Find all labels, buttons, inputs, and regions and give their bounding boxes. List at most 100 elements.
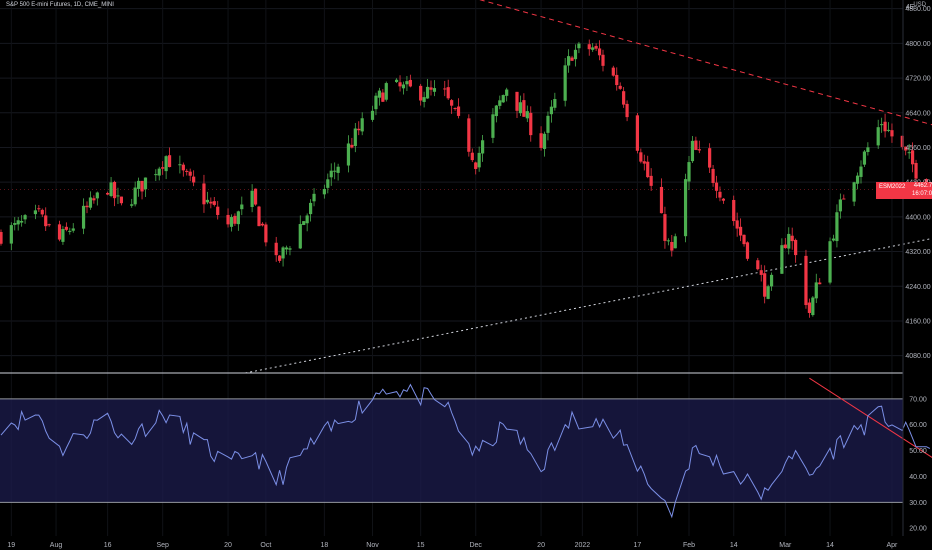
ticker-label: S&P 500 E-mini Futures, 1D, CME_MINI bbox=[6, 2, 114, 8]
candle-bearish bbox=[904, 146, 908, 151]
candle-bullish bbox=[787, 233, 791, 249]
candle-bearish bbox=[756, 260, 760, 270]
candle-bearish bbox=[804, 255, 808, 306]
candle-bullish bbox=[305, 215, 309, 224]
candle-bearish bbox=[697, 149, 701, 151]
candle-bullish bbox=[814, 282, 818, 299]
price-tick-label: 4240.00 bbox=[905, 284, 930, 291]
price-tick-label: 4880.00 bbox=[905, 6, 930, 13]
candle-bearish bbox=[44, 215, 48, 227]
candle-bullish bbox=[859, 166, 863, 177]
candle-bearish bbox=[663, 214, 667, 241]
candle-bearish bbox=[37, 208, 41, 210]
candle-bearish bbox=[611, 67, 615, 76]
candle-bearish bbox=[419, 85, 423, 101]
candle-bullish bbox=[866, 147, 870, 153]
time-tick-label: 19 bbox=[7, 542, 15, 549]
candle-bearish bbox=[649, 175, 653, 186]
candle-bearish bbox=[794, 239, 798, 256]
rsi-line-series bbox=[0, 383, 931, 519]
time-axis[interactable]: 19 Aug 16 Sep 20 Oct 18 Nov 15 Dec 20 2022 17 Feb 14 Ma… bbox=[7, 542, 932, 549]
price-tick-label: 4E bbox=[906, 4, 915, 11]
time-tick-label: Nov bbox=[366, 542, 379, 549]
candle-bearish bbox=[192, 176, 196, 183]
candle-bearish bbox=[790, 235, 794, 242]
candle-bullish bbox=[312, 193, 316, 202]
candle-bullish bbox=[13, 223, 17, 225]
candle-bullish bbox=[880, 124, 884, 126]
candle-bearish bbox=[718, 191, 722, 198]
candle-bearish bbox=[446, 87, 450, 99]
candle-bullish bbox=[130, 204, 134, 206]
candle-bearish bbox=[587, 44, 591, 50]
candle-bearish bbox=[911, 150, 915, 165]
time-tick-label: Mar bbox=[779, 542, 792, 549]
candle-bearish bbox=[264, 224, 268, 243]
candle-bearish bbox=[112, 181, 117, 199]
candle-bullish bbox=[563, 65, 567, 101]
candle-bearish bbox=[470, 152, 474, 161]
candle-bearish bbox=[188, 171, 192, 176]
candle-bullish bbox=[401, 84, 406, 89]
candle-bullish bbox=[683, 179, 688, 237]
candle-bullish bbox=[690, 140, 695, 162]
candle-bullish bbox=[88, 197, 93, 208]
candle-bullish bbox=[422, 97, 426, 102]
time-tick-label: Sep bbox=[156, 542, 169, 549]
candle-bearish bbox=[167, 155, 172, 168]
time-tick-label: 20 bbox=[537, 542, 545, 549]
candle-bullish bbox=[236, 211, 240, 225]
candle-bullish bbox=[116, 195, 120, 197]
trendline-resistance[interactable] bbox=[410, 0, 932, 158]
candle-bearish bbox=[622, 91, 626, 105]
currency-label: USD bbox=[913, 2, 926, 8]
candle-bullish bbox=[835, 212, 839, 242]
candle-bearish bbox=[92, 198, 96, 201]
time-tick-label: 14 bbox=[730, 542, 738, 549]
candle-bearish bbox=[357, 128, 361, 131]
candle-bearish bbox=[659, 186, 664, 214]
candle-bullish bbox=[481, 140, 485, 154]
candle-bullish bbox=[855, 175, 860, 184]
candle-bullish bbox=[838, 199, 842, 212]
candle-bullish bbox=[374, 95, 378, 110]
candle-bullish bbox=[333, 170, 337, 172]
candle-bullish bbox=[370, 110, 375, 120]
candle-bearish bbox=[181, 164, 185, 171]
candle-bearish bbox=[453, 107, 457, 109]
candle-bearish bbox=[759, 270, 763, 275]
candle-bullish bbox=[16, 220, 20, 225]
candle-bullish bbox=[828, 241, 832, 283]
candle-bullish bbox=[309, 202, 313, 215]
candle-bearish bbox=[735, 220, 739, 229]
candle-bearish bbox=[233, 215, 237, 224]
candle-bullish bbox=[157, 168, 161, 176]
time-tick-label: 18 bbox=[320, 542, 328, 549]
price-tick-label: 4400.00 bbox=[905, 214, 930, 221]
candle-bullish bbox=[164, 156, 168, 172]
candle-bearish bbox=[216, 206, 220, 215]
time-tick-label: 20 bbox=[224, 542, 232, 549]
candle-bullish bbox=[477, 152, 481, 168]
candle-bullish bbox=[250, 190, 254, 207]
candle-bearish bbox=[708, 148, 712, 168]
candle-bullish bbox=[322, 189, 326, 195]
time-tick-label: 14 bbox=[826, 542, 834, 549]
candle-bullish bbox=[326, 179, 330, 188]
candle-bearish bbox=[529, 112, 533, 136]
rsi-tick-label: 30.00 bbox=[909, 500, 927, 507]
candle-bullish bbox=[288, 248, 292, 250]
candle-bearish bbox=[226, 214, 230, 225]
candle-bearish bbox=[64, 226, 68, 230]
candle-bullish bbox=[862, 151, 867, 165]
candle-bullish bbox=[542, 133, 547, 149]
price-tick-label: 4320.00 bbox=[905, 249, 930, 256]
candle-bullish bbox=[377, 90, 381, 98]
price-tick-label: 4080.00 bbox=[905, 353, 930, 360]
candle-bullish bbox=[501, 95, 505, 103]
candle-bearish bbox=[474, 162, 478, 169]
candle-bearish bbox=[883, 121, 887, 132]
trendline-support[interactable] bbox=[245, 215, 932, 374]
candle-bullish bbox=[33, 210, 37, 215]
